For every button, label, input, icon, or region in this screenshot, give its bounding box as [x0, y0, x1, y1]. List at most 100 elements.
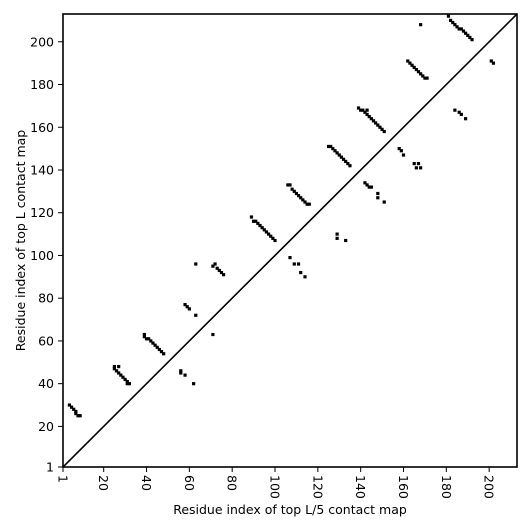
contact-point [286, 183, 290, 187]
contact-point [125, 379, 129, 384]
contact-point [288, 183, 292, 187]
y-tick-label: 60 [38, 333, 54, 348]
contact-point [72, 407, 76, 411]
contact-point [419, 23, 423, 27]
contact-point [296, 262, 301, 266]
contact-point [215, 266, 219, 270]
contact-point [367, 185, 371, 189]
diagonal-line [62, 13, 518, 468]
contact-point [367, 114, 371, 119]
contact-point [183, 373, 187, 377]
contact-point [264, 230, 269, 234]
x-tick-label: 40 [139, 475, 154, 491]
contact-point [74, 409, 78, 414]
contact-point [464, 117, 468, 121]
contact-point [333, 149, 337, 153]
contact-point [423, 76, 427, 80]
contact-point [341, 157, 346, 161]
contact-point [380, 127, 384, 131]
x-tick-label: 60 [182, 475, 197, 491]
contact-point [305, 202, 309, 206]
contact-point [466, 33, 470, 37]
contact-point [371, 119, 376, 123]
contact-point [114, 369, 119, 373]
contact-point [416, 161, 421, 166]
contact-point [382, 200, 386, 204]
contact-point [117, 371, 121, 375]
x-tick-label: 120 [310, 475, 325, 499]
contact-point [185, 305, 189, 309]
points-layer [67, 14, 496, 418]
x-tick-label: 200 [482, 475, 497, 499]
contact-point [292, 189, 296, 193]
contact-point [213, 262, 217, 266]
contact-point [459, 27, 463, 31]
contact-point [307, 202, 311, 206]
x-tick-label: 20 [96, 475, 111, 491]
contact-point [74, 411, 78, 416]
contact-point [155, 345, 159, 349]
plot-frame [62, 13, 518, 468]
contact-point [222, 273, 226, 277]
contact-point [335, 151, 339, 155]
contact-point [292, 262, 296, 266]
x-tick-label: 140 [353, 475, 368, 499]
contact-point [256, 221, 260, 226]
contact-point [144, 337, 149, 341]
contact-point [301, 198, 305, 202]
contact-point [266, 232, 271, 236]
contact-point [369, 185, 373, 189]
contact-point [361, 108, 365, 112]
contact-point [446, 14, 451, 18]
contact-point [374, 121, 378, 125]
contact-point [425, 76, 429, 80]
contact-point [157, 347, 161, 352]
contact-point [125, 382, 129, 386]
contact-point [299, 196, 303, 200]
contact-point [416, 70, 421, 74]
contact-point [453, 23, 457, 27]
contact-point [217, 268, 221, 273]
contact-point [376, 191, 380, 196]
contact-point [344, 238, 348, 243]
contact-point [179, 371, 183, 375]
contact-point [183, 303, 187, 307]
contact-point [337, 153, 341, 157]
contact-point [408, 61, 412, 65]
contact-point [162, 352, 166, 356]
contact-point [376, 196, 380, 200]
contact-point [410, 63, 414, 67]
contact-point [147, 337, 151, 341]
contact-point [382, 129, 386, 134]
contact-point [348, 164, 352, 168]
contact-point [449, 18, 453, 23]
contact-point [356, 106, 361, 110]
contact-point [461, 29, 466, 33]
contact-point [142, 335, 146, 339]
y-axis-title: Residue index of top L contact map [13, 130, 28, 351]
contact-point [117, 364, 121, 369]
contact-point [326, 144, 331, 149]
contact-point [159, 350, 164, 354]
y-tick-label: 40 [38, 376, 54, 391]
contact-point [470, 38, 474, 42]
contact-point [457, 27, 461, 31]
contact-point [269, 234, 273, 238]
contact-point [455, 25, 459, 29]
contact-point [119, 373, 123, 377]
contact-point [365, 112, 369, 117]
contact-point [459, 112, 463, 117]
contact-point [123, 377, 127, 381]
contact-point [296, 194, 301, 198]
contact-point [142, 332, 146, 337]
contact-point [365, 108, 369, 112]
contact-point [153, 343, 157, 347]
contact-point [365, 183, 369, 187]
x-tick-label: 80 [225, 475, 240, 491]
contact-point [335, 232, 339, 236]
contact-point [112, 367, 116, 371]
contact-point [194, 313, 198, 317]
contact-point [363, 181, 367, 185]
x-tick-label: 180 [439, 475, 454, 499]
